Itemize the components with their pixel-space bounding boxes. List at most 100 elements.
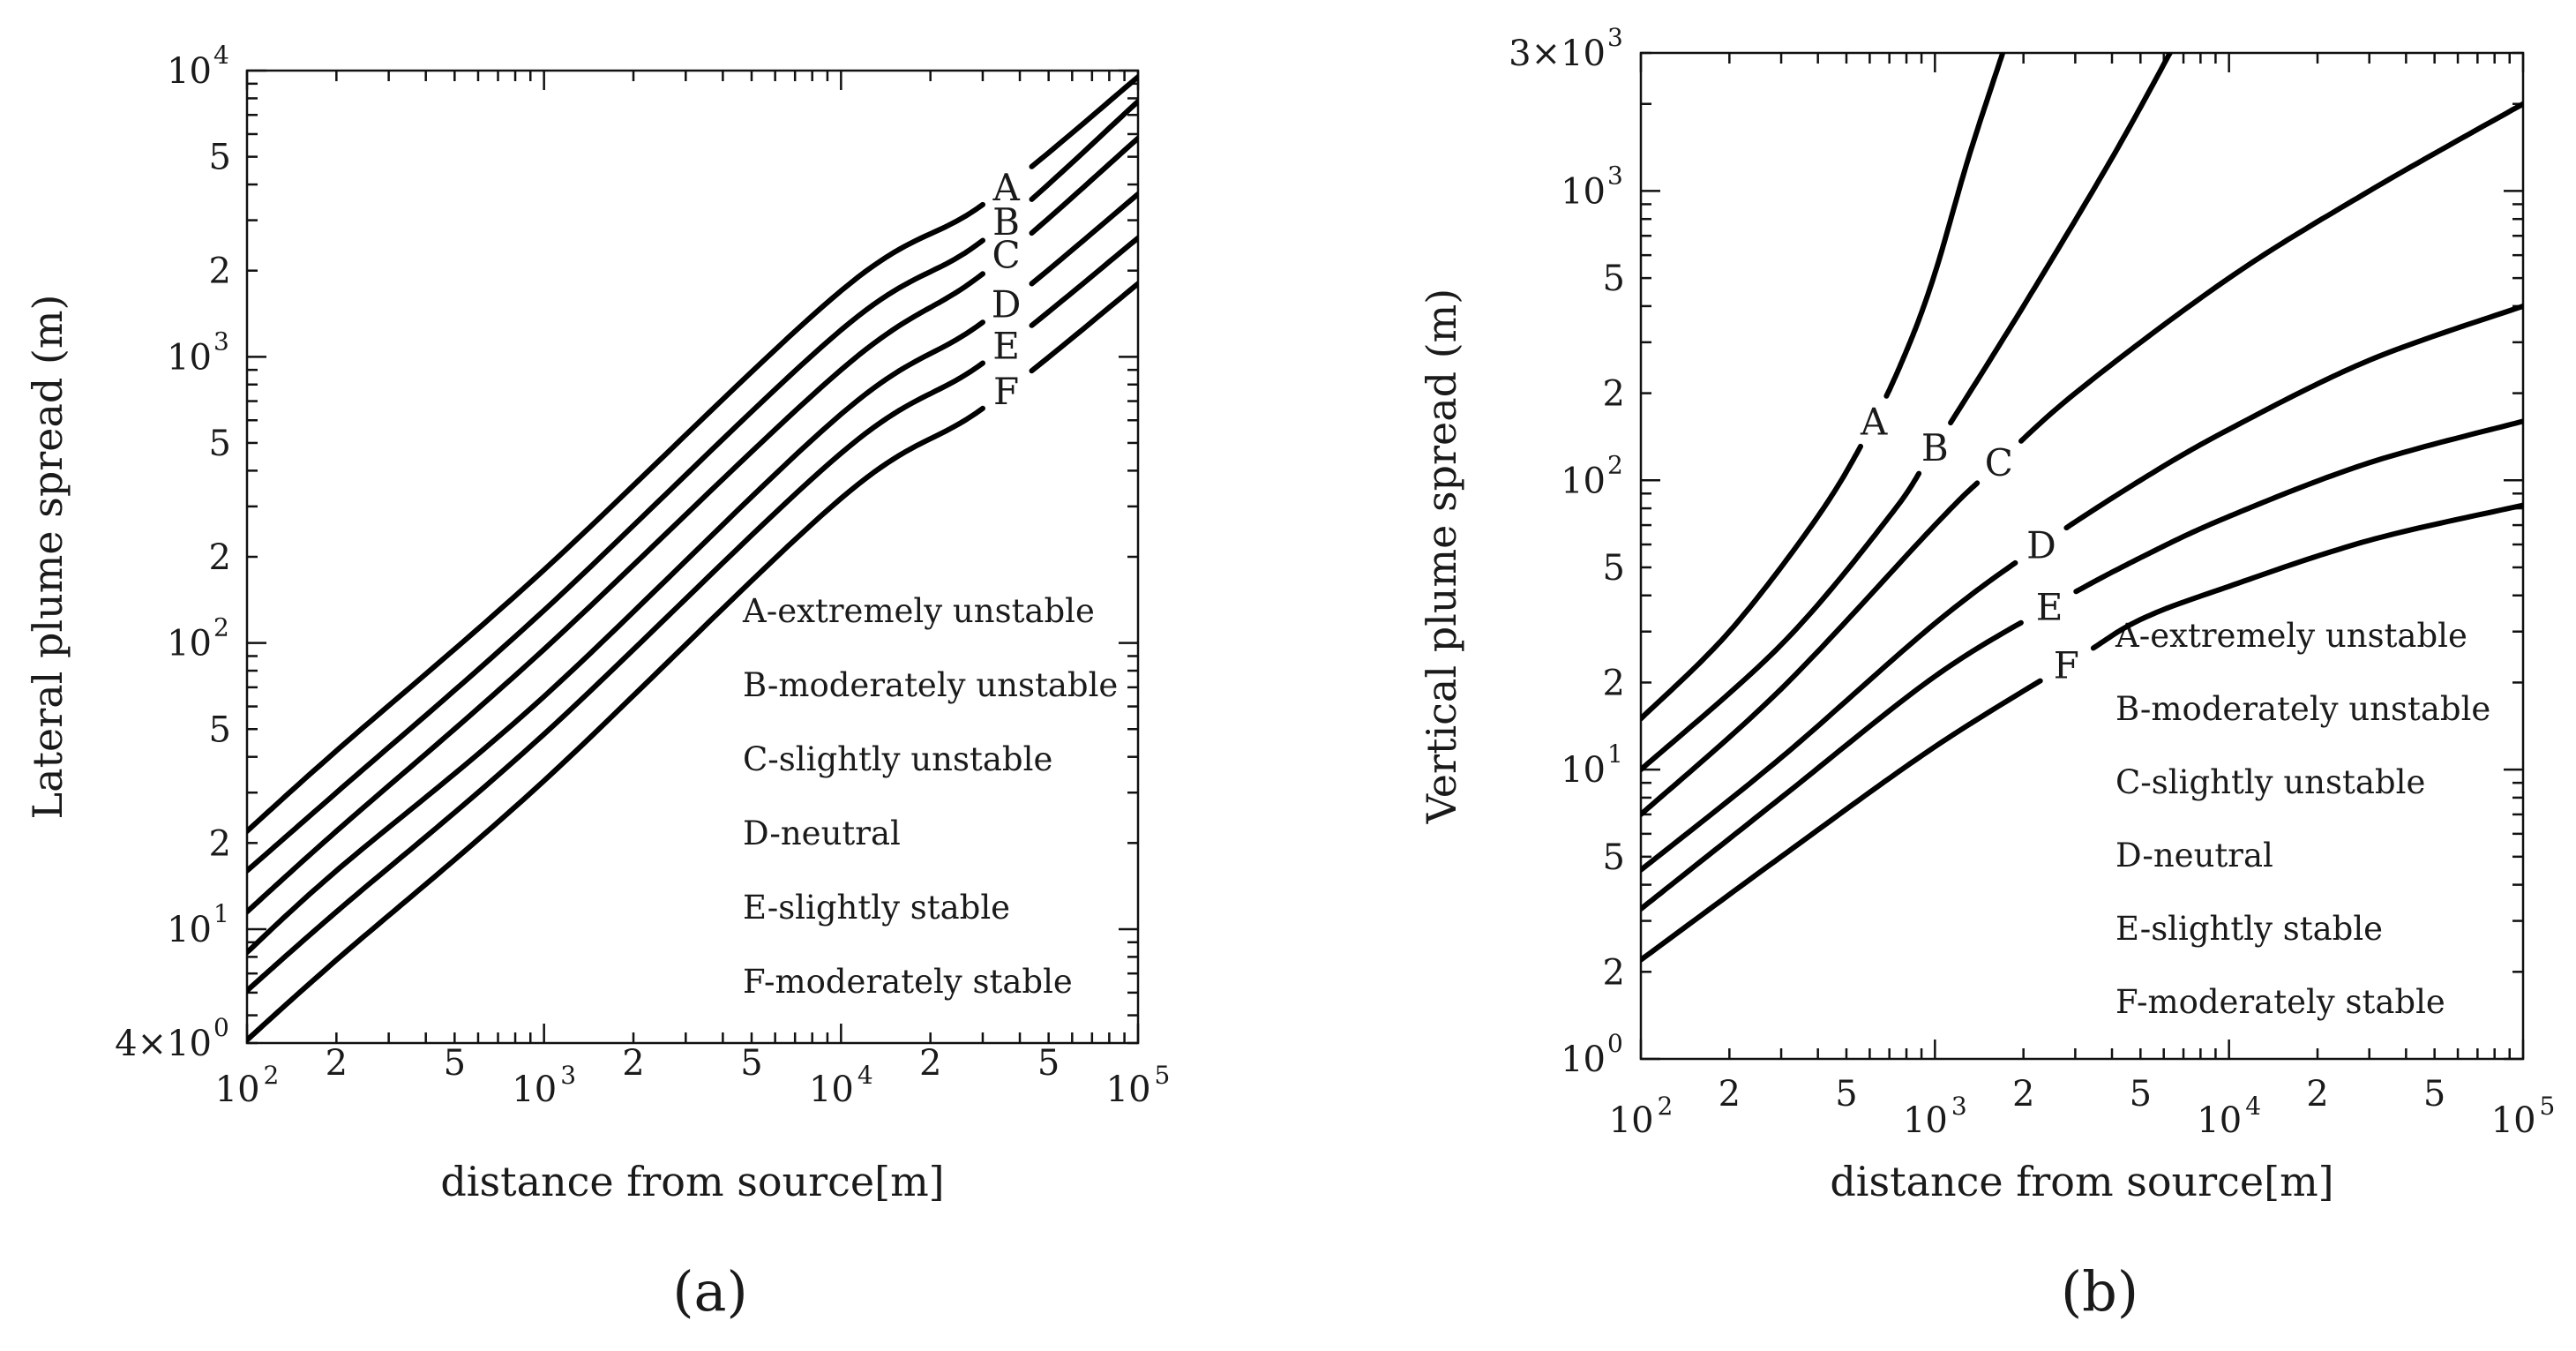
series-line-a-c — [247, 271, 985, 915]
x-axis-label-a: distance from source[m] — [440, 1158, 944, 1205]
legend-item-a-d-neutral: D-neutral — [743, 814, 901, 852]
series-line-b-c — [2018, 101, 2523, 444]
series-line-b-a — [1883, 53, 2006, 399]
series-line-a-f — [247, 405, 985, 1043]
x-tick-label-b: 2 — [2306, 1074, 2328, 1115]
y-tick-label-b: 10 — [1561, 750, 1606, 791]
legend-item-b-a-extremely-unstable: A-extremely unstable — [2115, 617, 2467, 655]
series-line-a-c — [1029, 135, 1138, 236]
y-axis-label-a: Lateral plume spread (m) — [24, 295, 71, 820]
series-line-a-e — [1029, 235, 1138, 328]
y-tick-exponent-b: 3 — [1607, 23, 1623, 52]
series-group-b — [1641, 53, 2523, 963]
series-label-b-b: B — [1921, 426, 1949, 469]
series-line-b-f — [1641, 678, 2043, 963]
legend-item-a-a-extremely-unstable: A-extremely unstable — [742, 592, 1095, 630]
legend-item-b-f-moderately-stable: F-moderately stable — [2115, 983, 2445, 1021]
x-tick-label-a: 10 3 — [512, 1061, 576, 1110]
series-label-a-e: E — [992, 325, 1020, 368]
series-label-a-f: F — [993, 370, 1019, 413]
y-tick-exponent-a: 1 — [213, 899, 229, 928]
legend-item-b-c-slightly-unstable: C-slightly unstable — [2115, 763, 2425, 801]
series-line-a-d — [1029, 191, 1138, 287]
x-tick-label-a: 10 4 — [809, 1061, 873, 1110]
x-tick-label-a: 2 — [919, 1043, 941, 1084]
x-tick-label-b: 5 — [2423, 1074, 2445, 1115]
y-tick-exponent-b: 3 — [1607, 161, 1623, 190]
x-tick-label-b: 10 2 — [1609, 1092, 1674, 1141]
y-tick-label-a: 5 — [209, 709, 231, 750]
x-axis-label-b: distance from source[m] — [1830, 1158, 2333, 1205]
x-tick-label-b: 5 — [2130, 1074, 2152, 1115]
y-tick-exponent-b: 0 — [1607, 1029, 1623, 1058]
y-tick-label-a: 4×10 — [115, 1024, 212, 1064]
y-tick-label-b: 2 — [1603, 374, 1625, 415]
y-tick-label-b: 10 — [1561, 1040, 1606, 1080]
y-tick-label-a: 5 — [209, 424, 231, 464]
series-line-b-e — [1641, 619, 2024, 912]
series-line-b-f — [2090, 502, 2523, 651]
series-label-a-c: C — [992, 234, 1021, 277]
series-line-b-b — [1948, 53, 2173, 426]
y-tick-label-a: 2 — [209, 823, 231, 864]
series-line-a-a — [1029, 74, 1138, 169]
series-line-b-e — [2073, 418, 2523, 595]
y-tick-label-a: 2 — [209, 251, 231, 292]
y-tick-label-a: 5 — [209, 138, 231, 178]
series-line-a-a — [247, 201, 985, 834]
series-line-b-d — [2063, 303, 2523, 531]
series-label-b-e: E — [2036, 586, 2063, 629]
series-label-a-d: D — [992, 283, 1022, 326]
legend-item-a-e-slightly-stable: E-slightly stable — [743, 889, 1010, 927]
series-label-b-d: D — [2026, 523, 2056, 567]
y-tick-label-b: 2 — [1603, 952, 1625, 993]
x-tick-label-a: 2 — [622, 1043, 644, 1084]
series-line-a-e — [247, 360, 985, 994]
legend-item-a-f-moderately-stable: F-moderately stable — [743, 963, 1073, 1001]
y-tick-label-a: 10 — [167, 51, 212, 92]
legend-item-b-e-slightly-stable: E-slightly stable — [2115, 910, 2383, 948]
x-tick-label-a: 5 — [444, 1043, 466, 1084]
y-tick-label-b: 2 — [1603, 663, 1625, 703]
series-line-a-b — [247, 237, 985, 874]
series-group-a — [247, 74, 1138, 1043]
panel-label-b: (b) — [2061, 1259, 2138, 1324]
y-tick-label-b: 10 — [1561, 461, 1606, 501]
y-tick-label-a: 10 — [167, 910, 212, 950]
x-tick-label-b: 2 — [1719, 1074, 1741, 1115]
series-line-b-c — [1641, 480, 1981, 817]
y-tick-label-a: 2 — [209, 537, 231, 578]
y-tick-label-a: 10 — [167, 624, 212, 664]
series-line-b-b — [1641, 470, 1922, 773]
series-line-b-d — [1641, 559, 2018, 873]
series-line-a-d — [247, 319, 985, 956]
y-tick-label-b: 5 — [1603, 548, 1625, 589]
x-tick-label-b: 10 5 — [2491, 1092, 2556, 1141]
series-label-b-f: F — [2054, 644, 2079, 687]
y-axis-label-b: Vertical plume spread (m) — [1418, 289, 1465, 824]
panel-label-a: (a) — [672, 1259, 747, 1324]
series-label-b-a: A — [1860, 401, 1888, 444]
y-tick-exponent-a: 3 — [213, 326, 229, 356]
y-tick-label-b: 3×10 — [1509, 34, 1606, 74]
y-tick-exponent-a: 4 — [213, 41, 229, 70]
legend-item-a-b-moderately-unstable: B-moderately unstable — [743, 666, 1118, 704]
x-tick-label-a: 10 2 — [215, 1061, 280, 1110]
y-tick-label-b: 5 — [1603, 837, 1625, 878]
x-tick-label-a: 5 — [1037, 1043, 1060, 1084]
x-tick-label-a: 10 5 — [1106, 1061, 1171, 1110]
y-tick-exponent-b: 1 — [1607, 739, 1623, 769]
legend-item-b-b-moderately-unstable: B-moderately unstable — [2115, 690, 2490, 728]
y-tick-label-b: 10 — [1561, 171, 1606, 212]
series-label-a-a: A — [992, 166, 1020, 209]
x-tick-label-a: 2 — [326, 1043, 348, 1084]
x-tick-label-b: 5 — [1835, 1074, 1857, 1115]
x-tick-label-b: 10 4 — [2197, 1092, 2261, 1141]
legend-item-a-c-slightly-unstable: C-slightly unstable — [743, 740, 1052, 778]
series-label-b-c: C — [1985, 441, 2013, 484]
y-tick-exponent-a: 2 — [213, 613, 229, 642]
y-tick-exponent-a: 0 — [213, 1013, 229, 1042]
